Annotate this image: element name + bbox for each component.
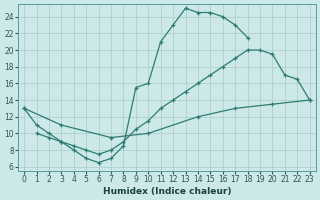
X-axis label: Humidex (Indice chaleur): Humidex (Indice chaleur) (103, 187, 231, 196)
